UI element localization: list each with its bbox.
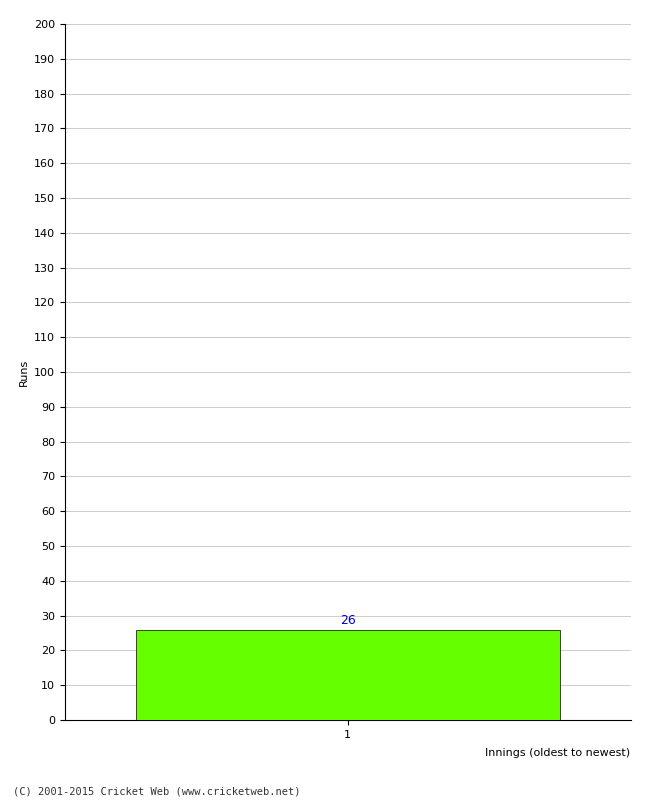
Bar: [136, 630, 560, 720]
Text: 26: 26: [340, 614, 356, 626]
Y-axis label: Runs: Runs: [19, 358, 29, 386]
Text: Innings (oldest to newest): Innings (oldest to newest): [486, 748, 630, 758]
Text: (C) 2001-2015 Cricket Web (www.cricketweb.net): (C) 2001-2015 Cricket Web (www.cricketwe…: [13, 786, 300, 796]
